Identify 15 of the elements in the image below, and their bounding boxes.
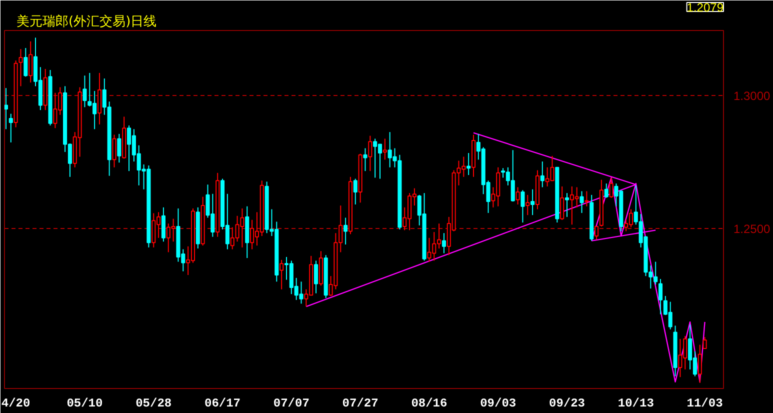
x-tick-label: 11/03 [686, 396, 723, 410]
x-tick-label: 05/10 [66, 396, 103, 410]
chart-title: 美元瑞郎(外汇交易)日线 [16, 14, 157, 30]
x-tick-label: 08/16 [411, 396, 448, 410]
x-tick-label: 07/07 [273, 396, 310, 410]
y-tick-label: 1.2500 [734, 222, 771, 236]
y-tick-label: 1.3000 [734, 89, 771, 104]
text: 1.2079 [686, 0, 724, 14]
x-tick-label: 4/20 [1, 396, 30, 410]
x-tick-label: 10/13 [618, 396, 654, 410]
x-tick-label: 06/17 [204, 396, 241, 410]
x-tick-label: 07/27 [342, 396, 378, 410]
x-tick-label: 09/03 [480, 396, 516, 410]
x-tick-label: 09/23 [549, 396, 586, 410]
x-tick-label: 05/28 [136, 396, 172, 410]
